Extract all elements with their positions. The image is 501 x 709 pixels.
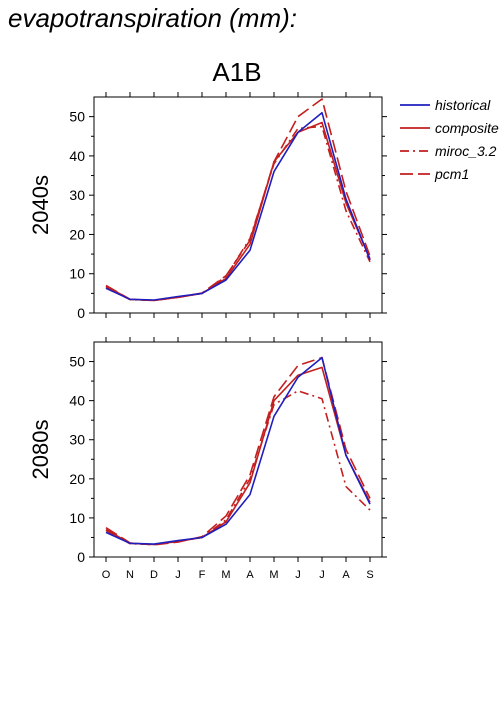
y-tick-label: 30 [69,187,85,203]
page-title: evapotranspiration (mm): [8,3,297,33]
series-historical [105,356,371,545]
x-tick-label: M [221,569,230,581]
x-tick-label: N [126,569,134,581]
panel-2080s: 0 10 20 30 40 50 O N D J F M A M J J A S 2080s [28,337,387,581]
legend-label: pcm1 [434,166,469,182]
x-tick-label: J [295,569,301,581]
x-tick-label: D [150,569,158,581]
x-tick-label: A [246,569,254,581]
plot-frame [93,341,383,558]
panel-2040s: 0 10 20 30 40 50 2040s [28,92,387,321]
scenario-title: A1B [212,57,261,87]
y-tick-label: 10 [69,510,85,526]
y-tick-label: 50 [69,109,85,125]
plot-frame [93,96,383,314]
legend-label: composite [435,120,499,136]
y-tick-label: 20 [69,471,85,487]
series-historical [105,111,371,301]
y-tick-label: 50 [69,354,85,370]
x-tick-label: A [342,569,350,581]
series-pcm1 [105,356,371,546]
x-tick-label: S [366,569,373,581]
y-tick-label: 40 [69,148,85,164]
series-miroc-3-2 [105,390,371,546]
y-tick-label: 40 [69,393,85,409]
panel-label: 2040s [28,175,53,235]
x-tick-label: J [319,569,325,581]
panels: 0 10 20 30 40 50 2040s 0 10 20 30 40 50 O N D J F M A M J J A S 2… [28,92,387,581]
x-tick-label: M [269,569,278,581]
y-tick-label: 0 [77,549,85,565]
series-composite [105,121,371,302]
y-tick-label: 10 [69,266,85,282]
y-tick-label: 20 [69,226,85,242]
legend-label: miroc_3.2 [435,143,497,159]
y-tick-label: 30 [69,432,85,448]
x-tick-label: O [102,569,111,581]
legend: historical composite miroc_3.2 pcm1 [400,97,499,182]
legend-label: historical [435,97,491,113]
y-tick-label: 0 [77,305,85,321]
series-pcm1 [105,98,371,302]
x-tick-label: F [199,569,206,581]
x-tick-label: J [175,569,181,581]
panel-label: 2080s [28,420,53,480]
